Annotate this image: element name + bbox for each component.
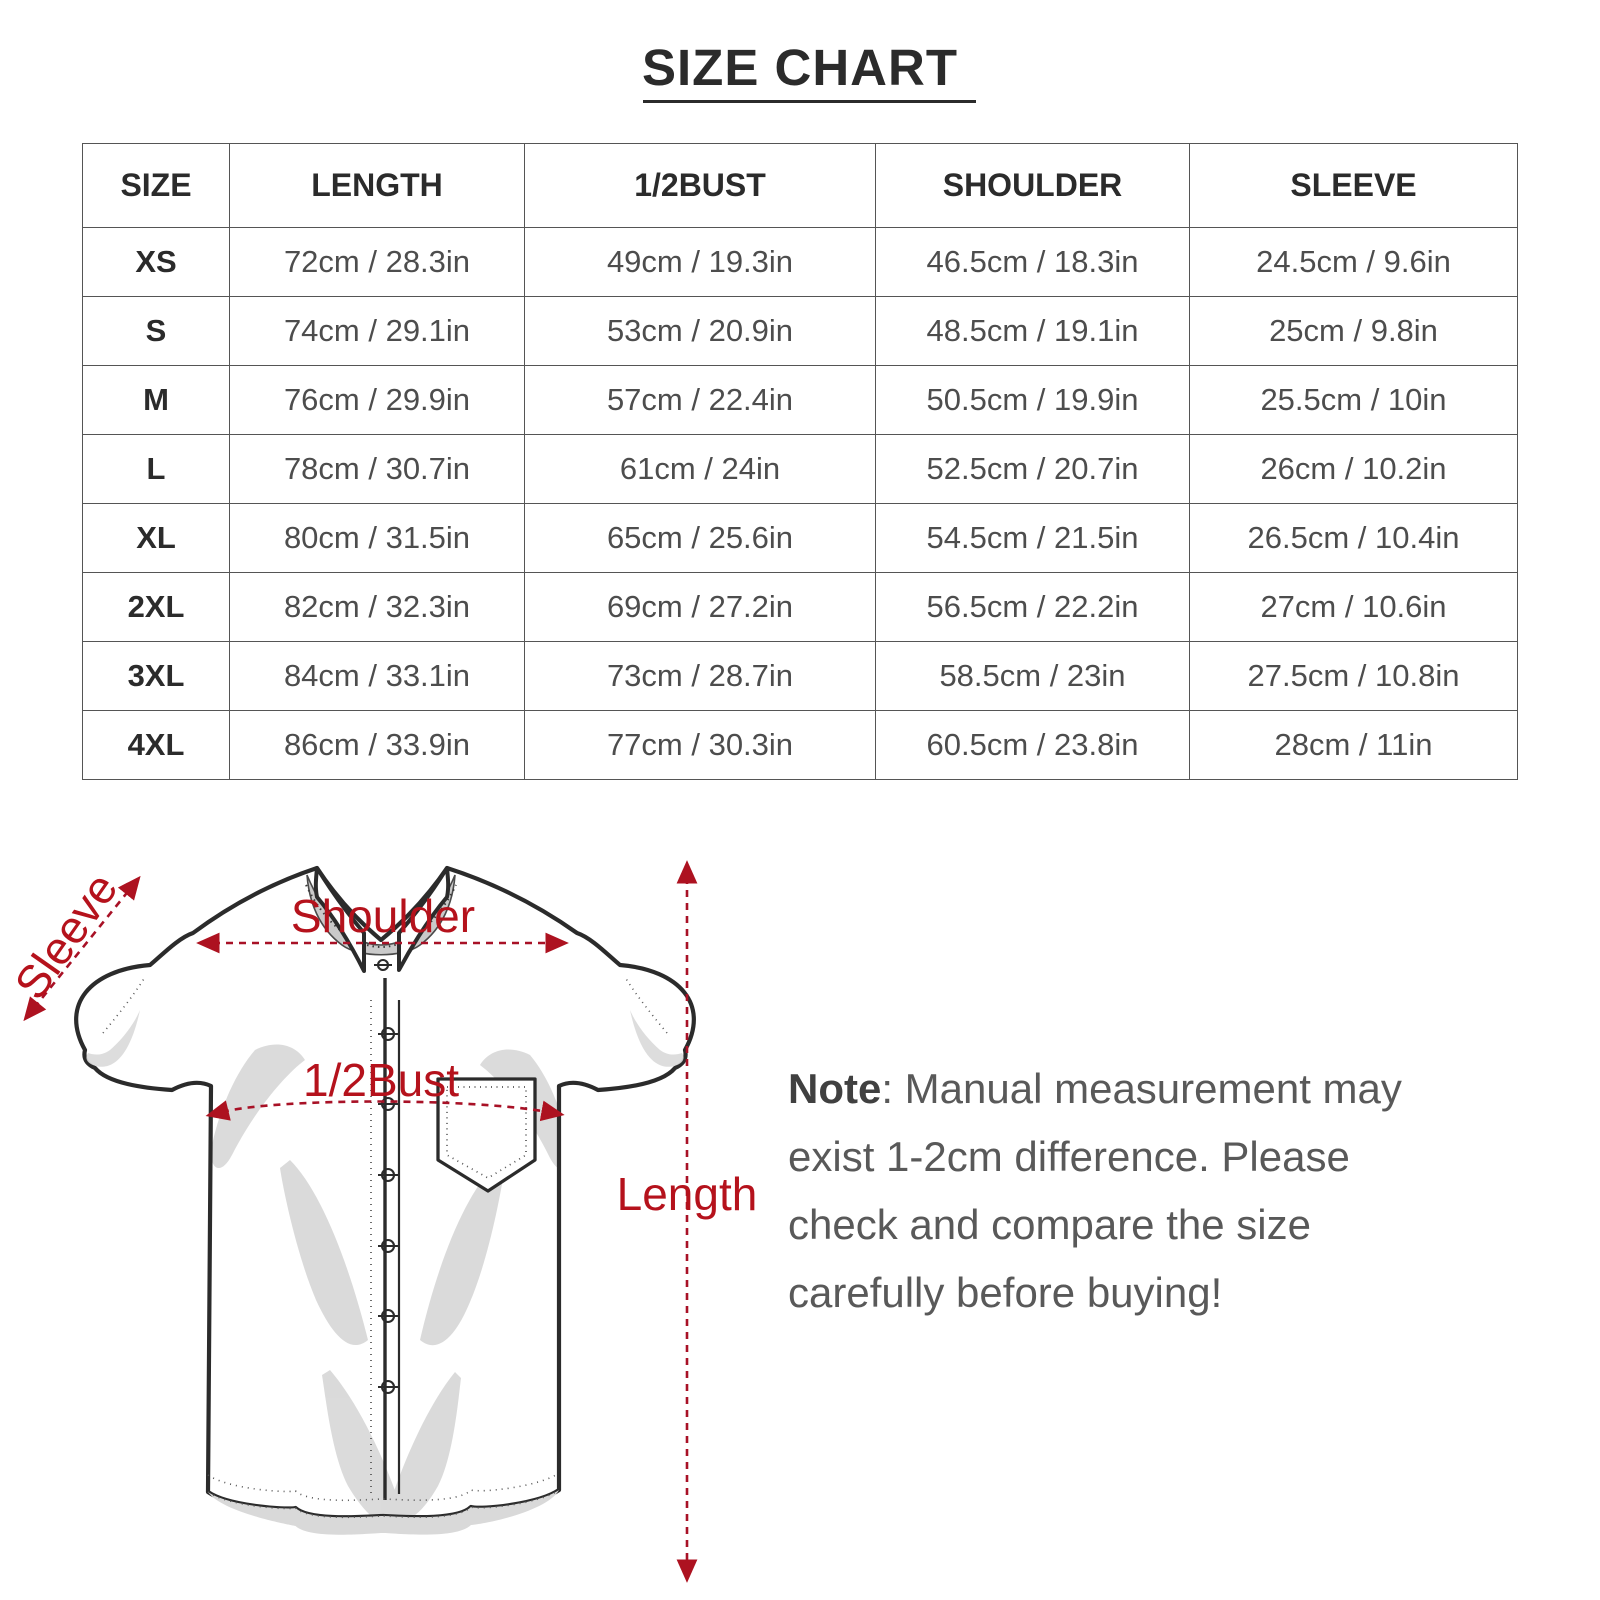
svg-text:1/2Bust: 1/2Bust xyxy=(303,1054,459,1106)
svg-text:Length: Length xyxy=(617,1168,758,1220)
svg-text:Sleeve: Sleeve xyxy=(4,863,127,1008)
svg-text:Shoulder: Shoulder xyxy=(291,890,475,942)
